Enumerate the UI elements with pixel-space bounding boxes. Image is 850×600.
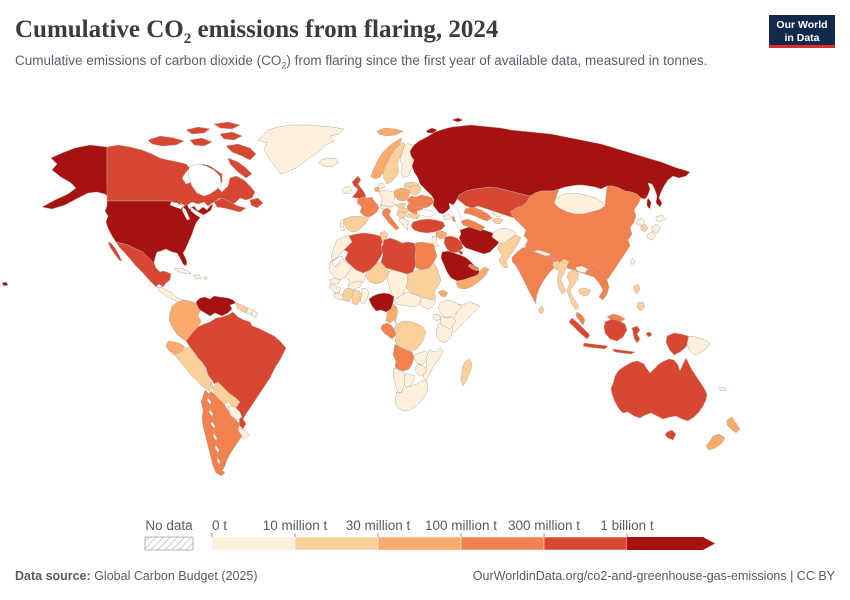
svg-text:30 million t: 30 million t (346, 518, 411, 533)
svg-text:1 billion t: 1 billion t (600, 518, 654, 533)
svg-text:0 t: 0 t (212, 518, 227, 533)
svg-text:100 million t: 100 million t (425, 518, 497, 533)
svg-text:300 million t: 300 million t (508, 518, 580, 533)
svg-text:10 million t: 10 million t (263, 518, 328, 533)
svg-text:No data: No data (145, 518, 193, 533)
